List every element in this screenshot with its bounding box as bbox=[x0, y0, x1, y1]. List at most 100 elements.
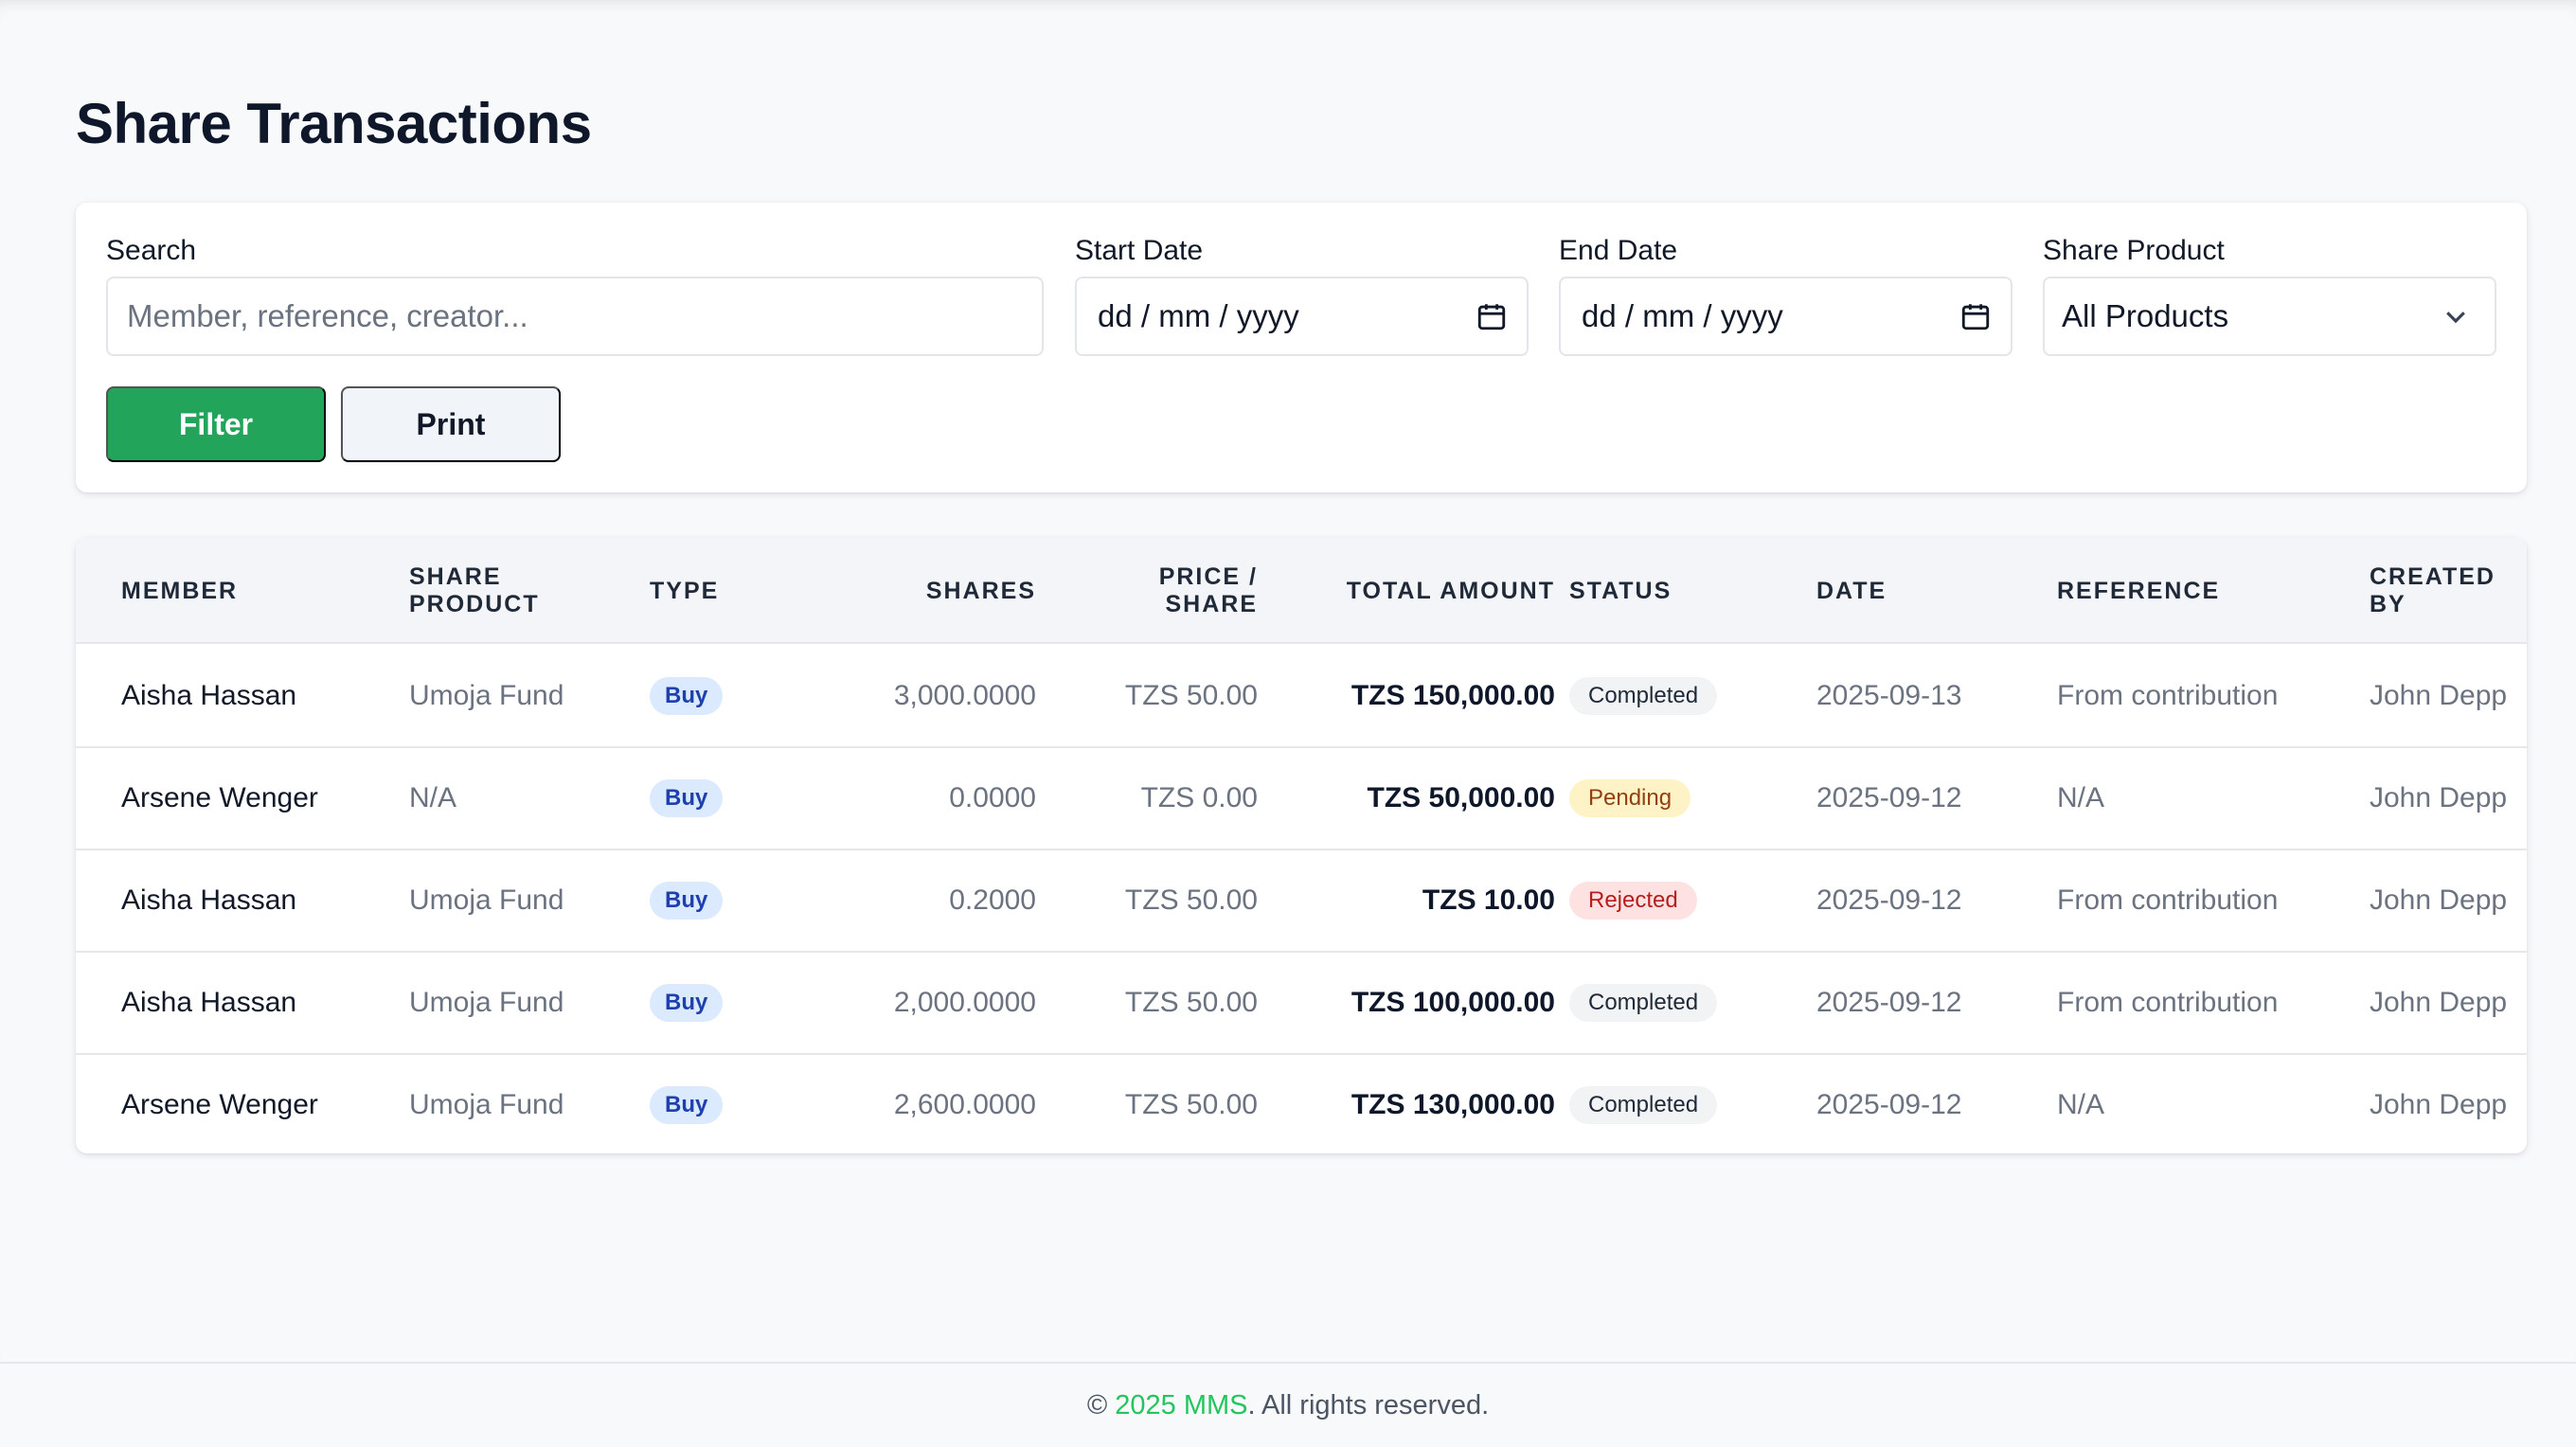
share-product-select[interactable]: All Products bbox=[2043, 277, 2496, 356]
search-placeholder: Member, reference, creator... bbox=[127, 298, 528, 333]
search-input[interactable]: Member, reference, creator... bbox=[106, 277, 1044, 356]
transactions-table: MEMBER SHARE PRODUCT TYPE SHARES PRICE / S… bbox=[76, 538, 2527, 1153]
start-date-value: dd / mm / yyyy bbox=[1098, 298, 1299, 333]
cell-total-amount: TZS 130,000.00 bbox=[1351, 1089, 1555, 1120]
cell-total-amount: TZS 150,000.00 bbox=[1351, 680, 1555, 711]
cell-shares: 2,600.0000 bbox=[893, 1089, 1036, 1120]
table-header: MEMBER SHARE PRODUCT TYPE SHARES PRICE / S… bbox=[76, 538, 2527, 644]
col-shares: SHARES bbox=[925, 577, 1036, 604]
cell-shares: 0.0000 bbox=[949, 782, 1036, 813]
cell-price: TZS 50.00 bbox=[1124, 680, 1258, 711]
cell-share-product: Umoja Fund bbox=[409, 1089, 564, 1120]
table-row: Aisha Hassan Umoja Fund Buy 2,000.0000 TZS 5… bbox=[76, 953, 2527, 1055]
col-reference: REFERENCE bbox=[2057, 577, 2221, 604]
cell-created-by: John Depp bbox=[2370, 884, 2508, 916]
print-button[interactable]: Print bbox=[341, 386, 561, 462]
type-badge: Buy bbox=[650, 677, 724, 715]
cell-reference: N/A bbox=[2057, 1089, 2105, 1120]
cell-share-product: Umoja Fund bbox=[409, 884, 564, 916]
cell-date: 2025-09-12 bbox=[1816, 884, 1962, 916]
cell-reference: N/A bbox=[2057, 782, 2105, 813]
cell-shares: 0.2000 bbox=[949, 884, 1036, 916]
start-date-input[interactable]: dd / mm / yyyy bbox=[1075, 277, 1529, 356]
footer-rights: . All rights reserved. bbox=[1247, 1389, 1490, 1420]
cell-status: Completed bbox=[1569, 953, 1718, 1053]
cell-price: TZS 50.00 bbox=[1124, 884, 1258, 916]
cell-date: 2025-09-12 bbox=[1816, 987, 1962, 1018]
cell-type: Buy bbox=[650, 646, 724, 746]
cell-type: Buy bbox=[650, 748, 724, 849]
status-badge: Completed bbox=[1569, 1086, 1718, 1124]
cell-type: Buy bbox=[650, 1055, 724, 1153]
page-title: Share Transactions bbox=[76, 92, 592, 155]
type-badge: Buy bbox=[650, 1086, 724, 1124]
search-label: Search bbox=[106, 235, 197, 266]
table-row: Aisha Hassan Umoja Fund Buy 3,000.0000 TZS 5… bbox=[76, 646, 2527, 748]
cell-shares: 2,000.0000 bbox=[893, 987, 1036, 1018]
col-status: STATUS bbox=[1569, 577, 1673, 604]
cell-shares: 3,000.0000 bbox=[893, 680, 1036, 711]
cell-price: TZS 50.00 bbox=[1124, 1089, 1258, 1120]
cell-share-product: N/A bbox=[409, 782, 457, 813]
col-type: TYPE bbox=[650, 577, 720, 604]
cell-reference: From contribution bbox=[2057, 987, 2279, 1018]
col-total-amount: TOTAL AMOUNT bbox=[1346, 577, 1555, 604]
col-share-product: SHARE PRODUCT bbox=[409, 563, 540, 617]
cell-total-amount: TZS 10.00 bbox=[1422, 884, 1555, 916]
cell-member: Arsene Wenger bbox=[121, 782, 318, 813]
cell-date: 2025-09-12 bbox=[1816, 782, 1962, 813]
cell-status: Pending bbox=[1569, 748, 1691, 849]
cell-member: Aisha Hassan bbox=[121, 987, 297, 1018]
cell-status: Rejected bbox=[1569, 850, 1697, 951]
cell-created-by: John Depp bbox=[2370, 1089, 2508, 1120]
footer: © 2025 MMS. All rights reserved. bbox=[0, 1362, 2576, 1447]
table-row: Aisha Hassan Umoja Fund Buy 0.2000 TZS 50.00… bbox=[76, 850, 2527, 953]
cell-created-by: John Depp bbox=[2370, 782, 2508, 813]
cell-member: Aisha Hassan bbox=[121, 680, 297, 711]
cell-status: Completed bbox=[1569, 1055, 1718, 1153]
col-created-by: CREATED BY bbox=[2370, 563, 2496, 617]
cell-date: 2025-09-13 bbox=[1816, 680, 1962, 711]
filter-button[interactable]: Filter bbox=[106, 386, 326, 462]
table-row: Arsene Wenger Umoja Fund Buy 2,600.0000 TZS … bbox=[76, 1055, 2527, 1153]
cell-type: Buy bbox=[650, 850, 724, 951]
type-badge: Buy bbox=[650, 882, 724, 920]
cell-created-by: John Depp bbox=[2370, 987, 2508, 1018]
cell-created-by: John Depp bbox=[2370, 680, 2508, 711]
start-date-label: Start Date bbox=[1075, 235, 1204, 266]
footer-brand-link[interactable]: 2025 MMS bbox=[1115, 1389, 1248, 1420]
status-badge: Rejected bbox=[1569, 882, 1697, 920]
status-badge: Pending bbox=[1569, 779, 1691, 817]
chevron-down-icon bbox=[2446, 312, 2465, 324]
cell-total-amount: TZS 100,000.00 bbox=[1351, 987, 1555, 1018]
calendar-icon[interactable] bbox=[1959, 300, 1992, 332]
cell-share-product: Umoja Fund bbox=[409, 680, 564, 711]
status-badge: Completed bbox=[1569, 677, 1718, 715]
cell-price: TZS 50.00 bbox=[1124, 987, 1258, 1018]
cell-member: Aisha Hassan bbox=[121, 884, 297, 916]
cell-price: TZS 0.00 bbox=[1140, 782, 1258, 813]
cell-status: Completed bbox=[1569, 646, 1718, 746]
col-date: DATE bbox=[1816, 577, 1887, 604]
table-row: Arsene Wenger N/A Buy 0.0000 TZS 0.00 TZS 50,… bbox=[76, 748, 2527, 850]
end-date-input[interactable]: dd / mm / yyyy bbox=[1559, 277, 2012, 356]
share-product-label: Share Product bbox=[2043, 235, 2225, 266]
cell-share-product: Umoja Fund bbox=[409, 987, 564, 1018]
col-price-per-share: PRICE / SHARE bbox=[1158, 563, 1258, 617]
cell-reference: From contribution bbox=[2057, 680, 2279, 711]
copyright-symbol: © bbox=[1086, 1389, 1108, 1420]
calendar-icon[interactable] bbox=[1476, 300, 1508, 332]
type-badge: Buy bbox=[650, 779, 724, 817]
cell-total-amount: TZS 50,000.00 bbox=[1367, 782, 1555, 813]
cell-member: Arsene Wenger bbox=[121, 1089, 318, 1120]
end-date-value: dd / mm / yyyy bbox=[1582, 298, 1783, 333]
type-badge: Buy bbox=[650, 984, 724, 1022]
end-date-label: End Date bbox=[1559, 235, 1678, 266]
col-member: MEMBER bbox=[121, 577, 239, 604]
cell-date: 2025-09-12 bbox=[1816, 1089, 1962, 1120]
cell-reference: From contribution bbox=[2057, 884, 2279, 916]
status-badge: Completed bbox=[1569, 984, 1718, 1022]
share-product-selected: All Products bbox=[2062, 298, 2229, 333]
cell-type: Buy bbox=[650, 953, 724, 1053]
